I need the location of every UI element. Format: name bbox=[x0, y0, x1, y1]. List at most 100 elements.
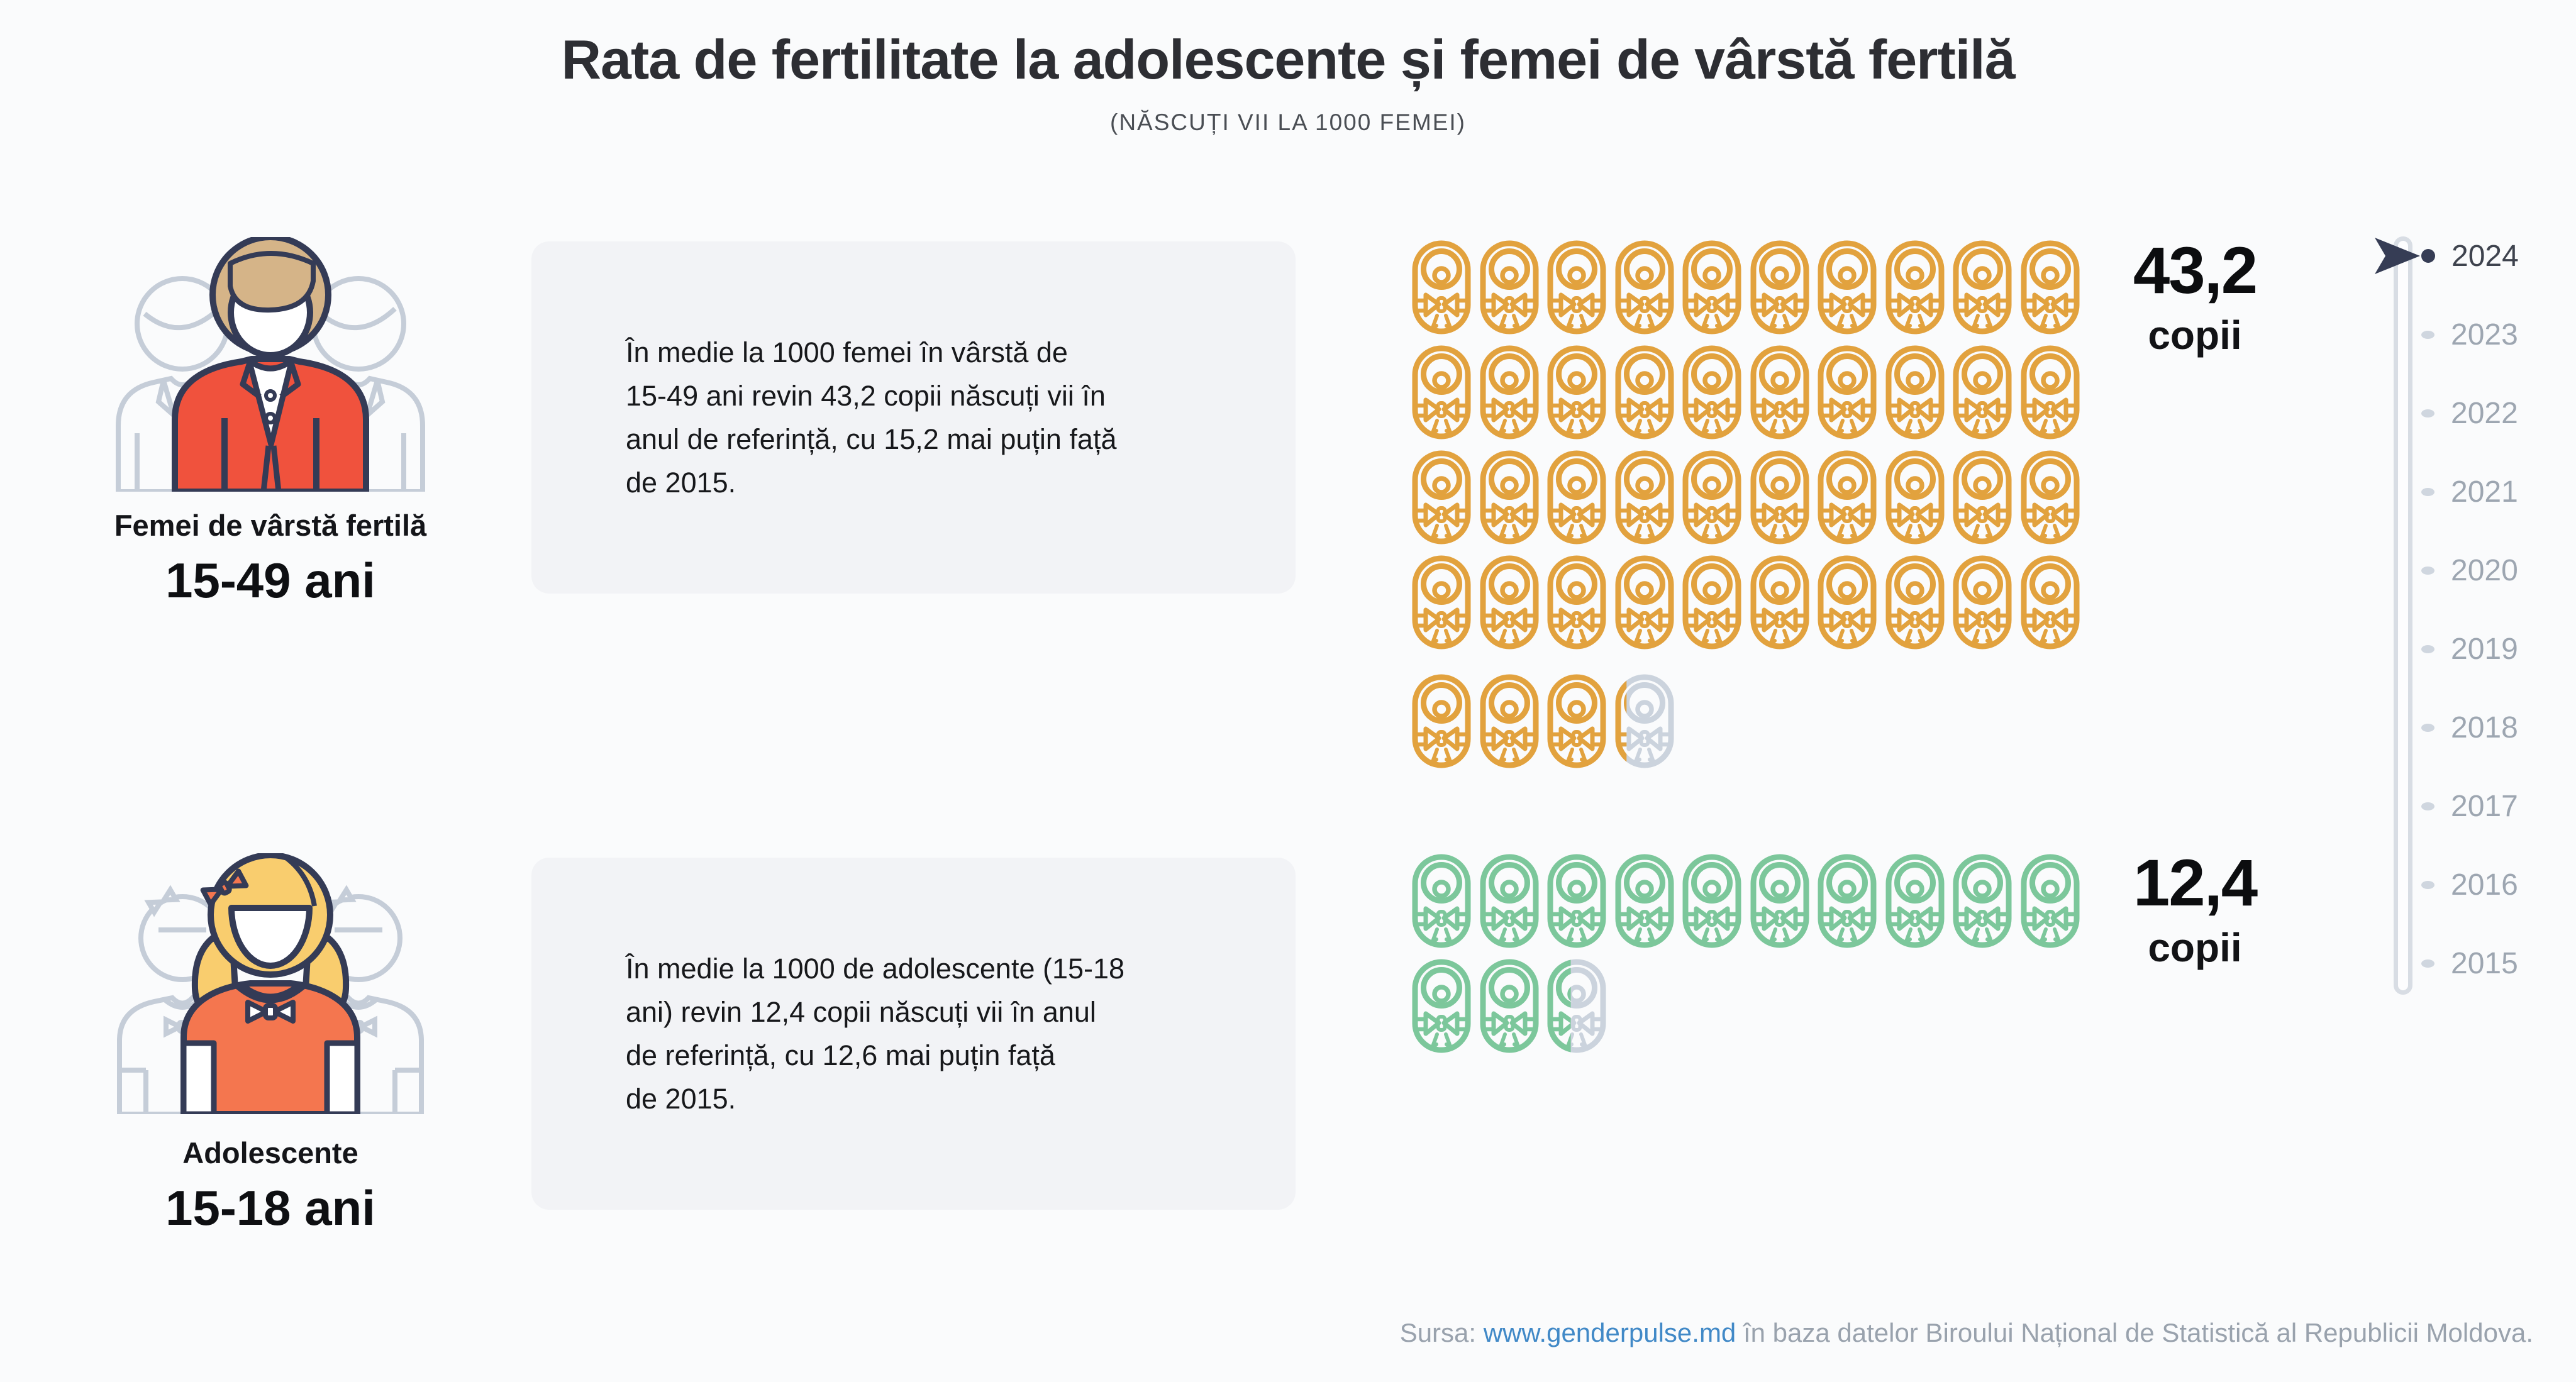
timeline-year-2022[interactable]: 2022 bbox=[2421, 394, 2518, 433]
women-group-illustration bbox=[116, 237, 440, 492]
baby-icon bbox=[1953, 854, 2012, 948]
timeline-cursor-arrow-icon[interactable] bbox=[2375, 237, 2420, 275]
baby-icon bbox=[1818, 450, 1877, 545]
timeline-track[interactable] bbox=[2394, 236, 2412, 995]
baby-icon-partial bbox=[1547, 959, 1606, 1053]
group-label-femei: Femei de vârstă fertilă bbox=[114, 509, 427, 542]
timeline-year-2023[interactable]: 2023 bbox=[2421, 315, 2518, 354]
baby-icon bbox=[2021, 240, 2080, 334]
baby-icon bbox=[1615, 240, 1674, 334]
baby-icon bbox=[1750, 555, 1809, 650]
baby-icon bbox=[1480, 450, 1539, 545]
description-line: anul de referință, cu 15,2 mai puțin faț… bbox=[626, 423, 1117, 455]
age-label-femei: 15-49 ani bbox=[165, 553, 375, 608]
description-box-femei: În medie la 1000 femei în vârstă de 15-4… bbox=[531, 241, 1296, 594]
timeline-year-2019[interactable]: 2019 bbox=[2421, 629, 2518, 668]
baby-icon bbox=[1750, 240, 1809, 334]
baby-icon bbox=[1885, 345, 1945, 439]
baby-icon bbox=[1412, 854, 1471, 948]
description-line: de 2015. bbox=[626, 467, 736, 499]
baby-icon bbox=[1615, 450, 1674, 545]
value-adolescente: 12,4 copii bbox=[2094, 846, 2296, 971]
timeline-year-2018[interactable]: 2018 bbox=[2421, 708, 2518, 747]
timeline-year-label: 2015 bbox=[2451, 946, 2518, 980]
baby-icon bbox=[1547, 555, 1606, 650]
baby-icon bbox=[1412, 345, 1471, 439]
timeline-year-label: 2021 bbox=[2451, 475, 2518, 509]
timeline-dot bbox=[2421, 959, 2434, 968]
baby-icon bbox=[1615, 345, 1674, 439]
baby-icon bbox=[1885, 555, 1945, 650]
source-note: Sursa: www.genderpulse.md în baza datelo… bbox=[1400, 1318, 2533, 1348]
baby-icon bbox=[1818, 240, 1877, 334]
description-line: 15-49 ani revin 43,2 copii născuți vii î… bbox=[626, 380, 1106, 412]
value-number: 43,2 bbox=[2133, 234, 2258, 307]
description-line: În medie la 1000 de adolescente (15-18 bbox=[626, 953, 1125, 985]
timeline-year-2020[interactable]: 2020 bbox=[2421, 551, 2518, 590]
age-label-adolescente: 15-18 ani bbox=[165, 1180, 375, 1236]
timeline-year-label: 2024 bbox=[2451, 239, 2519, 273]
adolescent-group-illustration bbox=[117, 853, 440, 1114]
value-number: 12,4 bbox=[2133, 846, 2258, 920]
baby-icon bbox=[2021, 345, 2080, 439]
timeline-year-2015[interactable]: 2015 bbox=[2421, 944, 2518, 983]
baby-icon bbox=[1547, 450, 1606, 545]
baby-icon bbox=[1682, 555, 1741, 650]
timeline-year-label: 2023 bbox=[2451, 318, 2518, 351]
description-line: de referință, cu 12,6 mai puțin față bbox=[626, 1039, 1055, 1071]
pictogram-femei bbox=[1412, 240, 2097, 806]
baby-icon bbox=[1615, 555, 1674, 650]
baby-icon bbox=[2021, 555, 2080, 650]
baby-icon bbox=[1953, 345, 2012, 439]
baby-icon bbox=[1547, 240, 1606, 334]
baby-icon bbox=[1480, 555, 1539, 650]
timeline-dot bbox=[2421, 249, 2435, 263]
source-suffix: în baza datelor Biroului Național de Sta… bbox=[1743, 1318, 2533, 1347]
baby-icon bbox=[1412, 674, 1471, 768]
baby-icon bbox=[1885, 854, 1945, 948]
value-unit: copii bbox=[2148, 312, 2242, 358]
baby-icon bbox=[1953, 240, 2012, 334]
timeline-year-2021[interactable]: 2021 bbox=[2421, 472, 2518, 511]
timeline-year-2024[interactable]: 2024 bbox=[2421, 236, 2519, 275]
baby-icon-partial bbox=[1615, 674, 1674, 768]
timeline-year-2017[interactable]: 2017 bbox=[2421, 787, 2518, 826]
baby-icon bbox=[1480, 345, 1539, 439]
baby-icon bbox=[1682, 854, 1741, 948]
value-unit: copii bbox=[2148, 925, 2242, 971]
source-link[interactable]: www.genderpulse.md bbox=[1483, 1318, 1736, 1347]
baby-icon bbox=[2021, 450, 2080, 545]
baby-icon bbox=[1682, 345, 1741, 439]
baby-icon bbox=[1547, 854, 1606, 948]
baby-icon bbox=[1885, 240, 1945, 334]
baby-icon bbox=[1682, 240, 1741, 334]
group-label-adolescente: Adolescente bbox=[182, 1136, 358, 1169]
timeline-year-label: 2020 bbox=[2451, 553, 2518, 587]
timeline-dot bbox=[2421, 409, 2434, 417]
baby-icon bbox=[1750, 854, 1809, 948]
value-femei: 43,2 copii bbox=[2094, 236, 2296, 358]
baby-icon bbox=[1412, 240, 1471, 334]
girl-pigtails-icon bbox=[180, 853, 360, 1114]
baby-icon bbox=[1547, 674, 1606, 768]
timeline-year-2016[interactable]: 2016 bbox=[2421, 865, 2518, 904]
baby-icon bbox=[1682, 450, 1741, 545]
baby-icon bbox=[1480, 674, 1539, 768]
baby-icon bbox=[2021, 854, 2080, 948]
baby-icon bbox=[1953, 555, 2012, 650]
description-line: În medie la 1000 femei în vârstă de bbox=[626, 336, 1068, 368]
description-box-adolescente: În medie la 1000 de adolescente (15-18 a… bbox=[531, 858, 1296, 1210]
baby-icon bbox=[1480, 959, 1539, 1053]
timeline-year-label: 2017 bbox=[2451, 789, 2518, 823]
baby-icon bbox=[1480, 854, 1539, 948]
timeline-dot bbox=[2421, 802, 2434, 810]
source-prefix: Sursa: bbox=[1399, 1318, 1477, 1347]
baby-icon bbox=[1953, 450, 2012, 545]
description-line: de 2015. bbox=[626, 1083, 736, 1115]
baby-icon bbox=[1547, 345, 1606, 439]
description-line: ani) revin 12,4 copii născuți vii în anu… bbox=[626, 996, 1096, 1028]
timeline-years: 2024 2023 2022 2021 2020 2019 2018 2017 2016 2015 bbox=[2421, 236, 2576, 1022]
timeline-year-label: 2022 bbox=[2451, 396, 2518, 430]
timeline-year-label: 2016 bbox=[2451, 868, 2518, 902]
